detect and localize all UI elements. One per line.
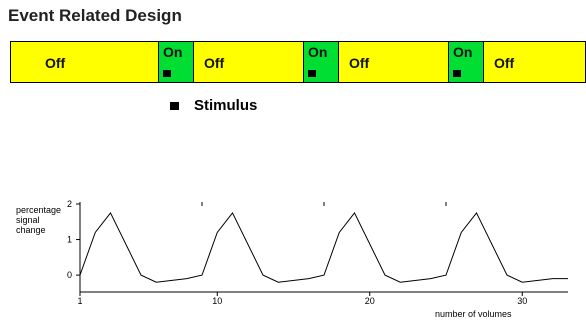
y-tick-label: 1 xyxy=(67,235,72,245)
stimulus-square-icon xyxy=(170,102,179,110)
timeline-segment-on: On xyxy=(449,42,484,82)
segment-label: On xyxy=(453,44,473,60)
timeline-segment-off: Off xyxy=(11,42,159,82)
y-tick-label: 0 xyxy=(67,270,72,280)
event-timeline: Off On Off On Off On Off xyxy=(10,41,586,83)
y-axis-label: change xyxy=(16,225,46,235)
x-tick-label: 30 xyxy=(517,296,527,306)
stimulus-marker-icon xyxy=(453,70,461,77)
y-axis-label: percentage xyxy=(16,205,61,215)
segment-label: Off xyxy=(494,55,515,71)
timeline-segment-on: On xyxy=(304,42,339,82)
segment-label: Off xyxy=(204,55,225,71)
stimulus-marker-icon xyxy=(308,70,316,77)
x-axis-label: number of volumes xyxy=(435,309,512,319)
y-axis-label: signal xyxy=(16,215,40,225)
timeline-segment-off: Off xyxy=(484,42,585,82)
stimulus-marker-icon xyxy=(163,70,171,77)
legend-label: Stimulus xyxy=(194,97,258,114)
segment-label: On xyxy=(308,44,328,60)
timeline-segment-off: Off xyxy=(194,42,304,82)
page-title: Event Related Design xyxy=(8,6,182,25)
segment-label: Off xyxy=(45,55,66,71)
x-tick-label: 20 xyxy=(365,296,375,306)
timeline-segment-off: Off xyxy=(339,42,449,82)
x-tick-label: 10 xyxy=(212,296,222,306)
timeline-segment-on: On xyxy=(159,42,194,82)
y-tick-label: 2 xyxy=(67,199,72,209)
signal-series-line xyxy=(79,211,568,283)
x-tick-label: 1 xyxy=(77,296,82,306)
segment-label: Off xyxy=(349,55,370,71)
segment-label: On xyxy=(163,44,183,60)
